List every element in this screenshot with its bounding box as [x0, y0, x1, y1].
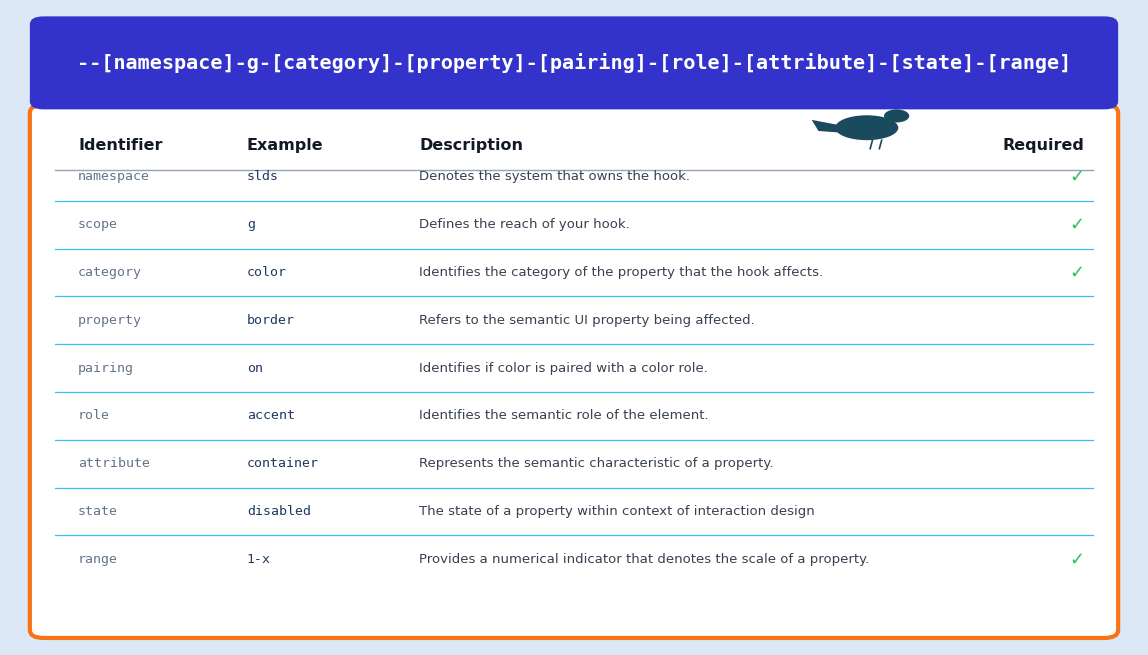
Text: Identifies the semantic role of the element.: Identifies the semantic role of the elem…	[419, 409, 708, 422]
Text: Example: Example	[247, 138, 324, 153]
Text: role: role	[78, 409, 110, 422]
Text: The state of a property within context of interaction design: The state of a property within context o…	[419, 505, 815, 518]
Ellipse shape	[884, 109, 909, 122]
Text: ✓: ✓	[1070, 550, 1085, 569]
Text: border: border	[247, 314, 295, 327]
Text: scope: scope	[78, 218, 118, 231]
Text: Refers to the semantic UI property being affected.: Refers to the semantic UI property being…	[419, 314, 754, 327]
Text: 1-x: 1-x	[247, 553, 271, 566]
Text: Defines the reach of your hook.: Defines the reach of your hook.	[419, 218, 630, 231]
Text: Identifier: Identifier	[78, 138, 163, 153]
Text: range: range	[78, 553, 118, 566]
Text: disabled: disabled	[247, 505, 311, 518]
Text: Required: Required	[1003, 138, 1085, 153]
Text: property: property	[78, 314, 142, 327]
Text: ✓: ✓	[1070, 263, 1085, 282]
Text: slds: slds	[247, 170, 279, 183]
Text: Denotes the system that owns the hook.: Denotes the system that owns the hook.	[419, 170, 690, 183]
Text: pairing: pairing	[78, 362, 134, 375]
Text: Identifies the category of the property that the hook affects.: Identifies the category of the property …	[419, 266, 823, 279]
Text: --[namespace]-g-[category]-[property]-[pairing]-[role]-[attribute]-[state]-[rang: --[namespace]-g-[category]-[property]-[p…	[77, 53, 1071, 73]
Text: ✓: ✓	[1070, 168, 1085, 186]
Text: Description: Description	[419, 138, 523, 153]
Text: color: color	[247, 266, 287, 279]
Text: ✓: ✓	[1070, 215, 1085, 234]
FancyBboxPatch shape	[30, 105, 1118, 638]
Text: attribute: attribute	[78, 457, 150, 470]
Text: category: category	[78, 266, 142, 279]
Text: Identifies if color is paired with a color role.: Identifies if color is paired with a col…	[419, 362, 708, 375]
FancyBboxPatch shape	[30, 16, 1118, 109]
Text: namespace: namespace	[78, 170, 150, 183]
Text: container: container	[247, 457, 319, 470]
Polygon shape	[812, 120, 846, 133]
Text: state: state	[78, 505, 118, 518]
Text: g: g	[247, 218, 255, 231]
Text: Represents the semantic characteristic of a property.: Represents the semantic characteristic o…	[419, 457, 774, 470]
Ellipse shape	[835, 115, 899, 140]
Text: accent: accent	[247, 409, 295, 422]
Text: Provides a numerical indicator that denotes the scale of a property.: Provides a numerical indicator that deno…	[419, 553, 869, 566]
Text: on: on	[247, 362, 263, 375]
